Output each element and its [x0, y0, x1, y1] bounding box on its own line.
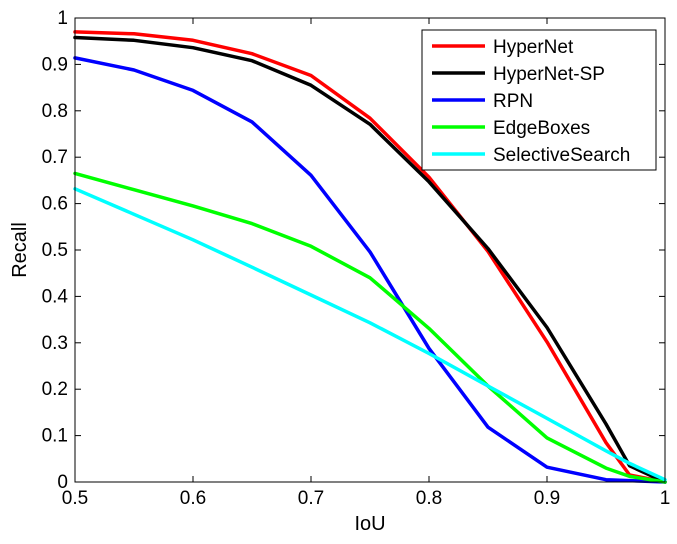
y-tick-label-10: 1	[57, 8, 68, 29]
x-axis-title: IoU	[354, 513, 385, 535]
series-line-0	[73, 30, 667, 484]
y-tick-label-1: 0.1	[42, 426, 68, 447]
series-line-3	[73, 171, 667, 484]
legend: HyperNet HyperNet-SP RPN EdgeBoxes Selective…	[421, 29, 657, 171]
x-tick-label-2: 0.7	[298, 488, 324, 509]
series-line-4	[73, 187, 667, 482]
y-tick-label-2: 0.2	[42, 379, 68, 400]
tick-layer: 0.5 0.6 0.7 0.8 0.9 1 0 0.1 0.2 0.3 0.4 0.5 0.6 0.7 0.…	[42, 8, 671, 509]
legend-label-2: RPN	[493, 91, 533, 112]
x-tick-label-1: 0.6	[180, 488, 206, 509]
y-tick-label-9: 0.9	[42, 54, 68, 75]
legend-label-3: EdgeBoxes	[493, 118, 590, 139]
y-tick-label-8: 0.8	[42, 101, 68, 122]
x-tick-label-3: 0.8	[416, 488, 442, 509]
y-axis-title: Recall	[9, 222, 31, 278]
series-line-2	[73, 56, 667, 484]
legend-label-1: HyperNet-SP	[493, 64, 605, 85]
x-tick-label-0: 0.5	[62, 488, 88, 509]
series-line-1	[73, 35, 667, 484]
legend-entries: HyperNet HyperNet-SP RPN EdgeBoxes Selective…	[432, 37, 630, 166]
x-tick-label-5: 1	[660, 488, 671, 509]
y-tick-label-5: 0.5	[42, 240, 68, 261]
y-tick-label-3: 0.3	[42, 333, 68, 354]
y-tick-label-6: 0.6	[42, 194, 68, 215]
legend-label-4: SelectiveSearch	[493, 145, 630, 166]
x-tick-label-4: 0.9	[534, 488, 560, 509]
y-tick-label-0: 0	[57, 472, 68, 493]
series-layer	[73, 30, 667, 484]
y-tick-label-4: 0.4	[42, 286, 69, 307]
legend-label-0: HyperNet	[493, 37, 574, 58]
y-tick-label-7: 0.7	[42, 147, 68, 168]
